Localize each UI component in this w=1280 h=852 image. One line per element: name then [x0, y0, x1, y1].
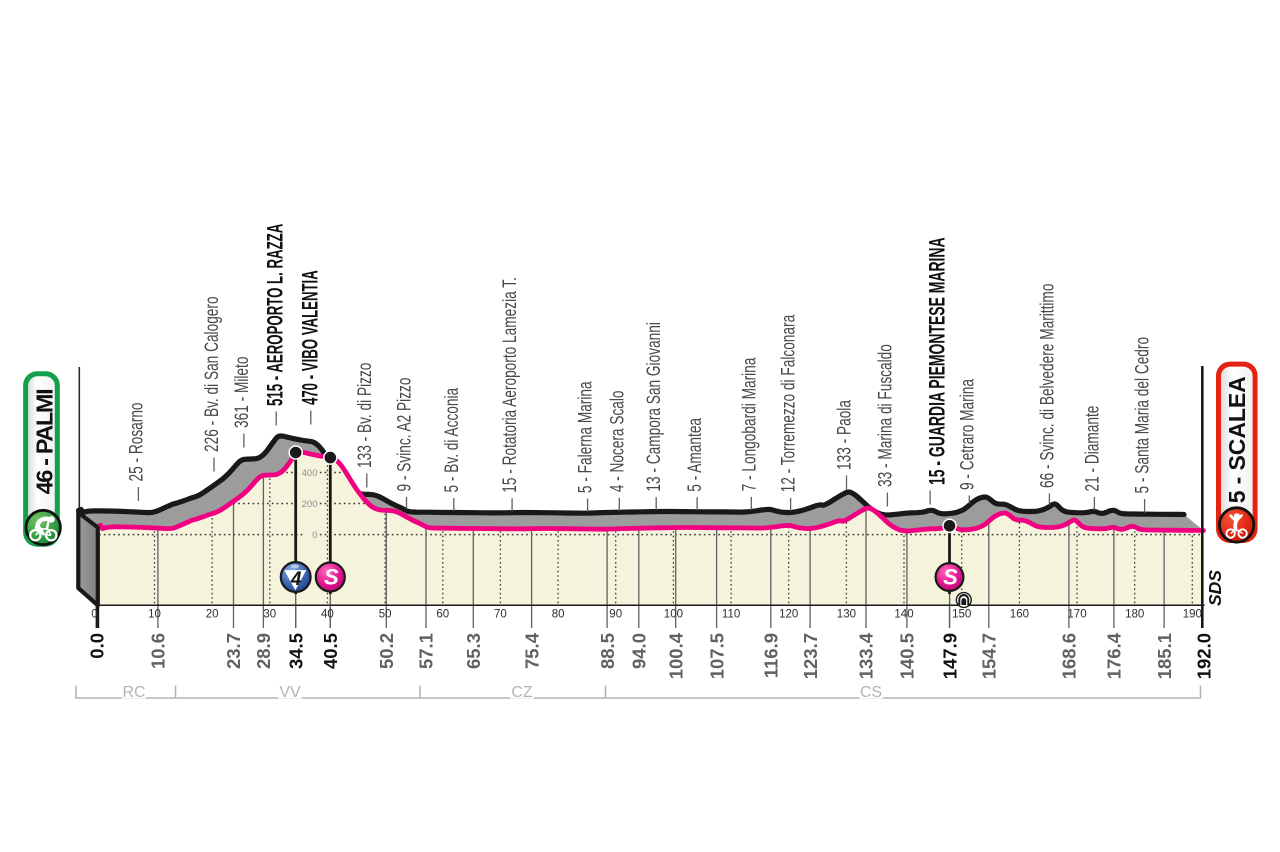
svg-text:133.4: 133.4 [856, 632, 877, 679]
svg-text:140.5: 140.5 [897, 633, 918, 679]
svg-text:133 - Paola: 133 - Paola [833, 399, 855, 470]
svg-text:200: 200 [302, 499, 318, 510]
svg-text:5 - Bv. di Acconia: 5 - Bv. di Acconia [441, 387, 463, 492]
svg-text:150: 150 [952, 609, 971, 621]
svg-text:4 - Nocera Scalo: 4 - Nocera Scalo [606, 390, 628, 492]
svg-text:5 - Amantea: 5 - Amantea [684, 417, 706, 491]
svg-text:192.0: 192.0 [1194, 633, 1215, 679]
svg-text:180: 180 [1125, 609, 1144, 621]
svg-text:28.9: 28.9 [253, 633, 274, 669]
svg-text:107.5: 107.5 [706, 633, 727, 679]
svg-text:9 - Svinc. A2 Pizzo: 9 - Svinc. A2 Pizzo [393, 378, 415, 492]
svg-text:23.7: 23.7 [223, 633, 244, 669]
svg-text:94.0: 94.0 [629, 633, 650, 669]
svg-text:13 - Campora San Giovanni: 13 - Campora San Giovanni [643, 322, 665, 491]
svg-text:133 - Bv. di Pizzo: 133 - Bv. di Pizzo [354, 363, 376, 468]
svg-text:470 - VIBO VALENTIA: 470 - VIBO VALENTIA [298, 270, 322, 405]
svg-text:361 - Mileto: 361 - Mileto [231, 357, 253, 428]
svg-text:176.4: 176.4 [1104, 632, 1125, 679]
svg-text:190: 190 [1183, 609, 1202, 621]
svg-text:120: 120 [779, 609, 798, 621]
svg-text:50.2: 50.2 [376, 633, 397, 669]
svg-text:130: 130 [837, 609, 856, 621]
svg-text:147.9: 147.9 [939, 633, 960, 679]
svg-text:5 - Santa Maria del Cedro: 5 - Santa Maria del Cedro [1131, 337, 1153, 494]
svg-text:10: 10 [148, 609, 161, 621]
svg-text:46 - PALMI: 46 - PALMI [32, 388, 58, 494]
svg-text:65.3: 65.3 [463, 633, 484, 669]
svg-text:30: 30 [263, 609, 276, 621]
svg-text:100.4: 100.4 [665, 632, 686, 679]
svg-text:168.6: 168.6 [1059, 633, 1080, 679]
svg-text:CS: CS [860, 684, 882, 701]
svg-text:80: 80 [552, 609, 565, 621]
svg-text:10.6: 10.6 [148, 633, 169, 669]
svg-text:123.7: 123.7 [800, 633, 821, 679]
svg-text:75.4: 75.4 [521, 632, 542, 669]
svg-text:15 - GUARDIA PIEMONTESE MARINA: 15 - GUARDIA PIEMONTESE MARINA [924, 237, 949, 485]
svg-text:116.9: 116.9 [761, 633, 782, 678]
svg-text:S: S [943, 564, 958, 589]
svg-text:0: 0 [312, 530, 317, 541]
svg-text:5 - SCALEA: 5 - SCALEA [1224, 376, 1250, 503]
svg-text:40.5: 40.5 [320, 633, 341, 669]
svg-text:185.1: 185.1 [1154, 633, 1175, 679]
svg-text:9 - Cetraro Marina: 9 - Cetraro Marina [956, 378, 978, 490]
svg-text:15 - Rotatoria Aeroporto Lame: 15 - Rotatoria Aeroporto Lamezia T. [499, 277, 521, 493]
svg-text:SDS: SDS [1205, 570, 1225, 606]
svg-text:515 - AEROPORTO L. RAZZA: 515 - AEROPORTO L. RAZZA [263, 224, 287, 406]
svg-text:5 - Falerna Marina: 5 - Falerna Marina [574, 381, 596, 493]
svg-text:66 - Svinc. di Belvedere Marit: 66 - Svinc. di Belvedere Marittimo [1036, 284, 1058, 488]
svg-text:RC: RC [122, 684, 145, 701]
svg-text:400: 400 [302, 468, 318, 479]
svg-text:100: 100 [664, 609, 683, 621]
svg-text:0.0: 0.0 [87, 633, 108, 659]
svg-text:0: 0 [91, 609, 97, 621]
svg-text:90: 90 [609, 609, 622, 621]
svg-text:34.5: 34.5 [285, 633, 306, 669]
svg-text:VV: VV [279, 684, 301, 701]
svg-text:160: 160 [1010, 609, 1029, 621]
svg-text:226 - Bv. di San Calogero: 226 - Bv. di San Calogero [201, 296, 223, 452]
svg-text:12 - Torremezzo di Falconara: 12 - Torremezzo di Falconara [777, 314, 799, 492]
svg-text:33 - Marina di Fuscaldo: 33 - Marina di Fuscaldo [874, 344, 896, 487]
svg-text:CZ: CZ [511, 684, 533, 701]
svg-text:7 - Longobardi Marina: 7 - Longobardi Marina [738, 357, 760, 491]
svg-text:4: 4 [290, 569, 302, 590]
svg-text:50: 50 [379, 609, 392, 621]
svg-text:20: 20 [206, 609, 219, 621]
svg-text:40: 40 [321, 609, 334, 621]
svg-text:57.1: 57.1 [416, 633, 437, 669]
svg-text:170: 170 [1067, 609, 1086, 621]
svg-text:60: 60 [436, 609, 449, 621]
svg-text:S: S [324, 564, 339, 589]
svg-text:70: 70 [494, 609, 507, 621]
svg-text:110: 110 [722, 609, 740, 621]
svg-text:25 - Rosarno: 25 - Rosarno [125, 402, 147, 481]
svg-text:140: 140 [894, 609, 913, 621]
svg-text:21 - Diamante: 21 - Diamante [1081, 406, 1103, 492]
svg-text:154.7: 154.7 [979, 633, 1000, 679]
svg-text:88.5: 88.5 [597, 633, 618, 669]
